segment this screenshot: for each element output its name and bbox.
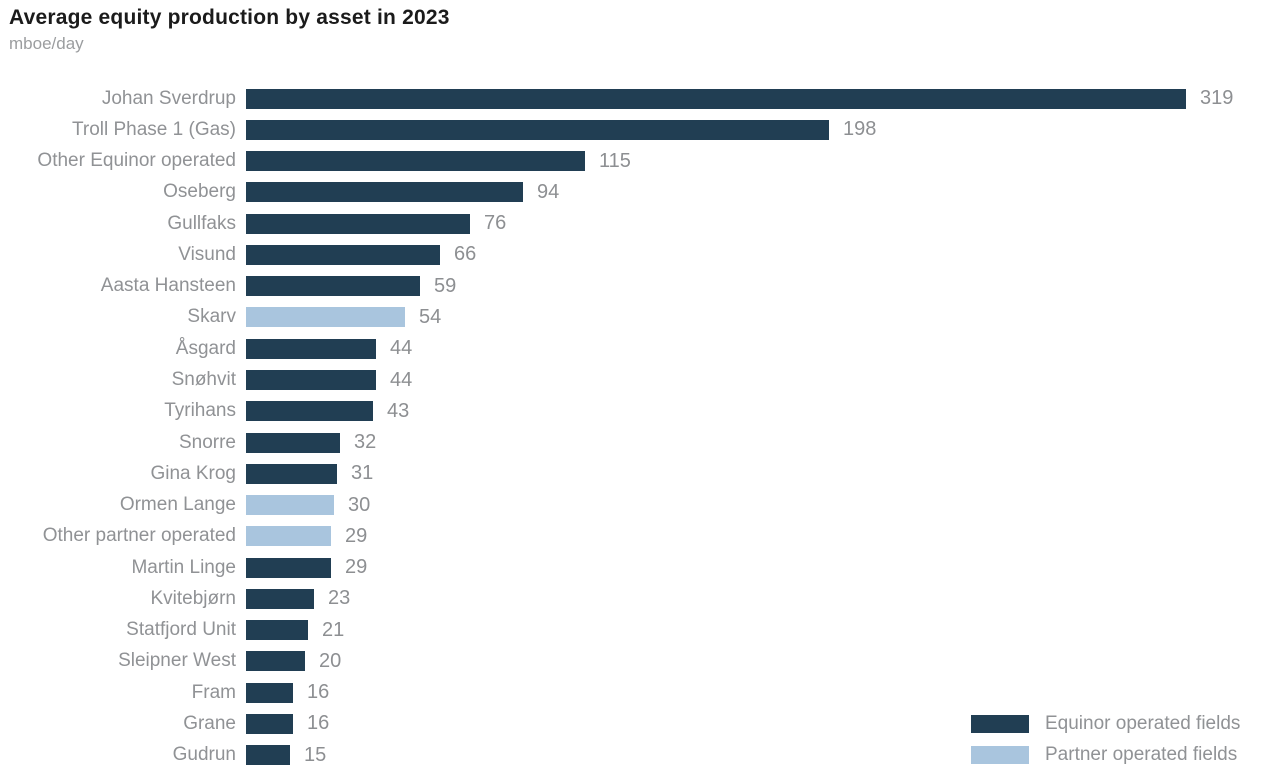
bar-label: Sleipner West (118, 650, 236, 672)
bar-value: 16 (307, 712, 330, 735)
bar-label: Troll Phase 1 (Gas) (71, 118, 236, 140)
bar-equinor-operated (246, 88, 1186, 109)
bar-label: Snorre (178, 431, 236, 453)
bar-value: 20 (319, 649, 342, 672)
bar-row: Other partner operated 29 (0, 521, 1283, 552)
bar-value: 319 (1200, 87, 1234, 110)
bar-row: Fram 16 (0, 677, 1283, 708)
bar-row: Other Equinor operated 115 (0, 146, 1283, 177)
bar-row: Statfjord Unit 21 (0, 615, 1283, 646)
bar-chart: Johan Sverdrup 319 Troll Phase 1 (Gas) 1… (0, 83, 1283, 771)
legend-swatch-equinor-operated (971, 714, 1029, 733)
bar-equinor-operated (246, 463, 337, 484)
bar-equinor-operated (246, 182, 523, 203)
bar-label: Johan Sverdrup (101, 87, 236, 109)
bar-row: Johan Sverdrup 319 (0, 83, 1283, 114)
bar-value: 198 (843, 118, 877, 141)
bar-row: Grane 16 (0, 708, 1283, 739)
bar-row: Gullfaks 76 (0, 208, 1283, 239)
bar-label: Fram (191, 681, 236, 703)
bar-label: Åsgard (175, 337, 236, 359)
bar-value: 31 (351, 462, 374, 485)
bar-label: Oseberg (163, 181, 236, 203)
bar-partner-operated (246, 495, 334, 516)
bar-label: Visund (178, 243, 236, 265)
bar-label: Gudrun (172, 744, 236, 766)
bar-equinor-operated (246, 213, 470, 234)
bar-row: Gudrun 15 (0, 740, 1283, 771)
bar-label: Statfjord Unit (126, 619, 236, 641)
bar-row: Aasta Hansteen 59 (0, 271, 1283, 302)
bar-equinor-operated (246, 370, 376, 391)
bar-value: 29 (345, 524, 368, 547)
bar-row: Ormen Lange 30 (0, 489, 1283, 520)
bar-row: Martin Linge 29 (0, 552, 1283, 583)
bar-row: Snorre 32 (0, 427, 1283, 458)
bar-equinor-operated (246, 745, 290, 766)
legend-label: Partner operated fields (1045, 743, 1238, 765)
bar-equinor-operated (246, 682, 293, 703)
bar-equinor-operated (246, 119, 829, 140)
bar-value: 44 (390, 368, 413, 391)
bar-equinor-operated (246, 276, 420, 297)
bar-value: 54 (419, 305, 442, 328)
bar-partner-operated (246, 526, 331, 547)
bar-label: Kvitebjørn (150, 587, 236, 609)
bar-row: Snøhvit 44 (0, 364, 1283, 395)
bar-label: Other Equinor operated (37, 150, 236, 172)
bar-value: 115 (599, 149, 631, 172)
legend-item-partner-operated: Partner operated fields (971, 739, 1250, 770)
bar-row: Gina Krog 31 (0, 458, 1283, 489)
bar-row: Åsgard 44 (0, 333, 1283, 364)
bar-row: Oseberg 94 (0, 177, 1283, 208)
bar-label: Skarv (187, 306, 236, 328)
bar-equinor-operated (246, 713, 293, 734)
bar-partner-operated (246, 307, 405, 328)
bar-value: 59 (434, 274, 457, 297)
bar-value: 66 (454, 243, 477, 266)
bar-equinor-operated (246, 401, 373, 422)
bar-label: Gullfaks (167, 212, 236, 234)
bar-label: Snøhvit (171, 369, 236, 391)
bar-row: Visund 66 (0, 239, 1283, 270)
chart-header: Average equity production by asset in 20… (9, 6, 450, 54)
bar-row: Sleipner West 20 (0, 646, 1283, 677)
legend: Equinor operated fields Partner operated… (971, 708, 1250, 771)
bar-equinor-operated (246, 557, 331, 578)
bar-label: Gina Krog (150, 462, 236, 484)
bar-value: 21 (322, 618, 345, 641)
bar-label: Other partner operated (42, 525, 236, 547)
bar-value: 32 (354, 431, 377, 454)
bar-equinor-operated (246, 651, 305, 672)
bar-value: 29 (345, 556, 368, 579)
chart-subtitle: mboe/day (9, 34, 84, 54)
bar-label: Aasta Hansteen (100, 275, 236, 297)
bar-value: 15 (304, 743, 327, 766)
bar-value: 30 (348, 493, 371, 516)
bar-equinor-operated (246, 244, 440, 265)
bar-row: Tyrihans 43 (0, 396, 1283, 427)
bar-label: Ormen Lange (119, 494, 236, 516)
bar-row: Troll Phase 1 (Gas) 198 (0, 114, 1283, 145)
bar-row: Kvitebjørn 23 (0, 583, 1283, 614)
bar-value: 43 (387, 399, 410, 422)
bar-value: 94 (537, 180, 560, 203)
legend-swatch-partner-operated (971, 745, 1029, 764)
bar-value: 44 (390, 337, 413, 360)
bar-equinor-operated (246, 432, 340, 453)
bar-label: Grane (183, 712, 236, 734)
bar-equinor-operated (246, 588, 314, 609)
bar-label: Martin Linge (131, 556, 236, 578)
bar-label: Tyrihans (164, 400, 236, 422)
bar-equinor-operated (246, 620, 308, 641)
chart-title: Average equity production by asset in 20… (9, 6, 450, 29)
bar-row: Skarv 54 (0, 302, 1283, 333)
legend-item-equinor-operated: Equinor operated fields (971, 708, 1250, 739)
legend-label: Equinor operated fields (1045, 712, 1241, 734)
bar-equinor-operated (246, 338, 376, 359)
bar-equinor-operated (246, 151, 585, 172)
bar-value: 23 (328, 587, 351, 610)
bar-value: 16 (307, 681, 330, 704)
bar-value: 76 (484, 212, 507, 235)
